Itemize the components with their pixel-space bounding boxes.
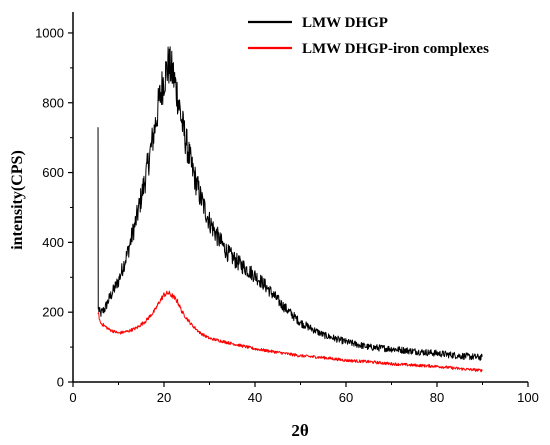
y-tick-label: 200: [42, 305, 64, 320]
x-tick-label: 0: [69, 390, 76, 405]
series-layer: [97, 46, 483, 373]
y-axis-title: intensity(CPS): [9, 150, 26, 250]
x-tick-label: 60: [339, 390, 353, 405]
y-tick-label: 800: [42, 95, 64, 110]
y-tick-label: 1000: [35, 25, 64, 40]
x-tick-label: 40: [248, 390, 262, 405]
x-tick-label: 100: [517, 390, 539, 405]
x-axis-title: 2θ: [291, 421, 309, 440]
y-tick-label: 600: [42, 165, 64, 180]
x-tick-label: 20: [157, 390, 171, 405]
plot-background: [73, 12, 528, 382]
plot-area: [73, 12, 528, 382]
x-tick-label: 80: [430, 390, 444, 405]
series-line-2: [97, 290, 483, 373]
legend-label-1: LMW DHGP: [302, 15, 388, 31]
legend: LMW DHGP LMW DHGP-iron complexes: [248, 15, 489, 57]
series-line-1: [97, 46, 483, 361]
legend-label-2: LMW DHGP-iron complexes: [302, 41, 489, 57]
y-tick-label: 400: [42, 235, 64, 250]
y-tick-label: 0: [57, 375, 64, 390]
